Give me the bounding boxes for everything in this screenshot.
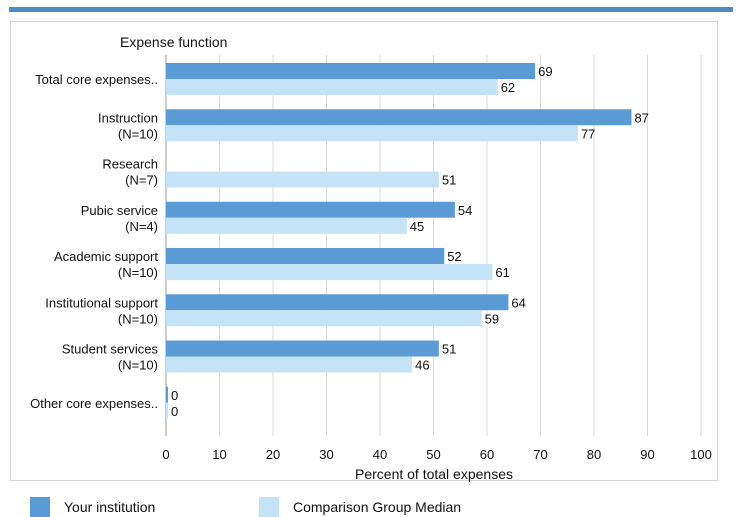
value-label: 61 bbox=[495, 265, 509, 280]
value-label: 62 bbox=[501, 80, 515, 95]
value-label: 51 bbox=[442, 342, 456, 357]
bar-comparison bbox=[166, 217, 407, 234]
x-tick-labels: 0 10 20 30 40 50 60 70 80 90 100 bbox=[162, 447, 711, 462]
category-label: Institutional support bbox=[45, 295, 158, 310]
legend-item-your-institution: Your institution bbox=[30, 497, 155, 517]
value-label: 0 bbox=[171, 404, 178, 419]
category-axis-title: Expense function bbox=[120, 34, 227, 50]
value-label: 52 bbox=[447, 249, 461, 264]
x-tick-label: 60 bbox=[480, 447, 494, 462]
category-label: Student services bbox=[62, 342, 159, 357]
top-accent-rule bbox=[9, 7, 733, 12]
value-label: 69 bbox=[538, 64, 552, 79]
category-label: (N=10) bbox=[118, 358, 158, 373]
category-label: (N=10) bbox=[118, 126, 158, 141]
bar-your-institution bbox=[166, 294, 509, 311]
legend-label-comparison: Comparison Group Median bbox=[293, 499, 462, 515]
category-label: (N=10) bbox=[118, 265, 158, 280]
bar-comparison bbox=[166, 402, 168, 419]
bar-comparison bbox=[166, 264, 493, 280]
category-label: (N=4) bbox=[125, 219, 158, 234]
bar-your-institution bbox=[166, 386, 168, 403]
bar-comparison bbox=[166, 125, 578, 142]
value-label: 51 bbox=[442, 173, 456, 188]
x-tick-label: 30 bbox=[319, 447, 333, 462]
bar-comparison bbox=[166, 171, 439, 188]
value-label: 64 bbox=[511, 295, 525, 310]
value-label: 0 bbox=[171, 388, 178, 403]
legend-swatch-your-institution bbox=[30, 497, 50, 517]
bar-your-institution bbox=[166, 248, 445, 264]
bar-your-institution bbox=[166, 63, 536, 79]
x-tick-label: 0 bbox=[162, 447, 169, 462]
bar-comparison bbox=[166, 79, 498, 95]
legend-swatch-comparison bbox=[259, 497, 279, 517]
value-label: 87 bbox=[634, 110, 648, 125]
value-label: 77 bbox=[581, 126, 595, 141]
category-label: Other core expenses.. bbox=[30, 396, 158, 411]
value-label: 45 bbox=[410, 219, 424, 234]
category-label: Pubic service bbox=[81, 203, 158, 218]
category-label: Total core expenses.. bbox=[35, 72, 158, 87]
value-label: 59 bbox=[485, 311, 499, 326]
legend-label-your-institution: Your institution bbox=[64, 499, 156, 515]
x-tick-label: 50 bbox=[426, 447, 440, 462]
bars bbox=[166, 63, 632, 419]
category-labels: Total core expenses..Instruction(N=10)Re… bbox=[30, 72, 158, 411]
category-label: Research bbox=[102, 157, 158, 172]
bar-your-institution bbox=[166, 340, 439, 357]
bar-comparison bbox=[166, 356, 413, 373]
legend-item-comparison: Comparison Group Median bbox=[259, 497, 461, 517]
x-tick-label: 80 bbox=[587, 447, 601, 462]
x-tick-label: 40 bbox=[373, 447, 387, 462]
category-label: Academic support bbox=[54, 249, 158, 264]
value-label: 46 bbox=[415, 358, 429, 373]
x-tick-label: 70 bbox=[533, 447, 547, 462]
x-tick-label: 90 bbox=[640, 447, 654, 462]
x-tick-label: 20 bbox=[266, 447, 280, 462]
x-tick-label: 100 bbox=[690, 447, 712, 462]
value-label: 54 bbox=[458, 203, 472, 218]
category-label: Instruction bbox=[98, 110, 158, 125]
x-axis-title: Percent of total expenses bbox=[355, 466, 513, 482]
bar-your-institution bbox=[166, 109, 632, 126]
bar-comparison bbox=[166, 310, 482, 327]
bar-your-institution bbox=[166, 201, 455, 218]
category-label: (N=10) bbox=[118, 311, 158, 326]
x-tick-label: 10 bbox=[212, 447, 226, 462]
category-label: (N=7) bbox=[125, 173, 158, 188]
